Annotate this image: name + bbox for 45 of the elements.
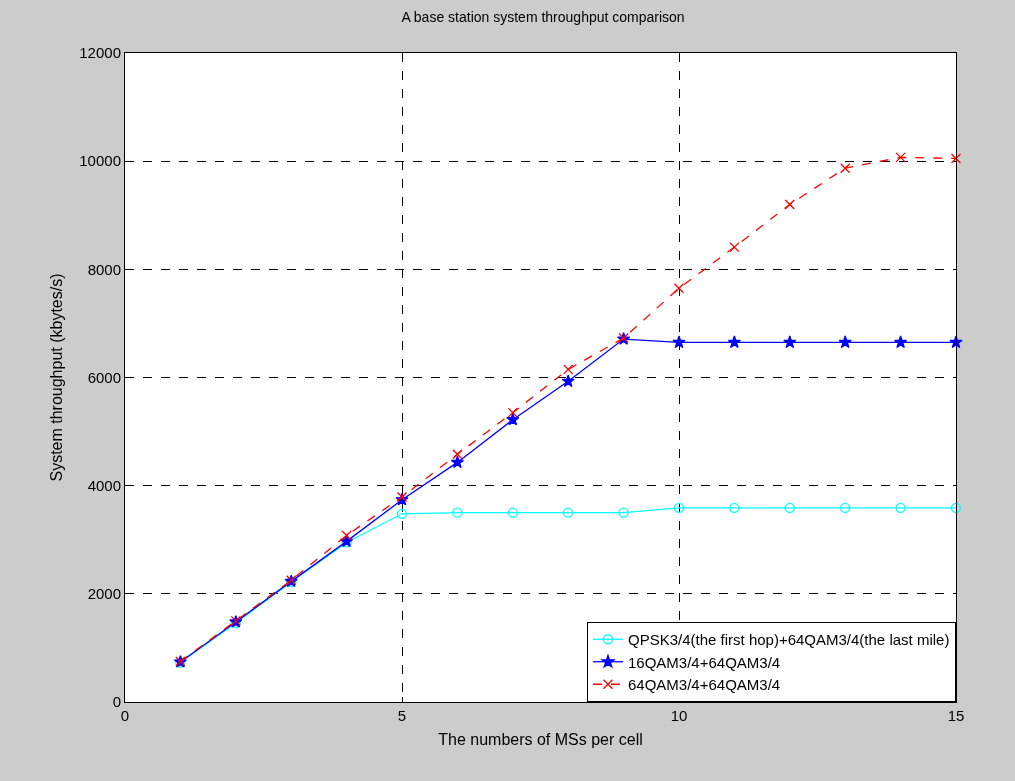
- point: [895, 152, 906, 163]
- point: [341, 530, 352, 541]
- point: [784, 199, 795, 210]
- point: [840, 163, 851, 174]
- point: [840, 502, 851, 513]
- point: [838, 335, 852, 349]
- point: [507, 407, 518, 418]
- y-tick-label: 6000: [87, 368, 121, 386]
- y-tick-label: 4000: [87, 476, 121, 494]
- point: [452, 507, 463, 518]
- point: [727, 335, 742, 349]
- point: [783, 335, 797, 349]
- legend-label: QPSK3/4(the first hop)+64QAM3/4(the last mile): [628, 631, 950, 649]
- point: [561, 374, 575, 388]
- point: [729, 242, 740, 253]
- y-tick-label: 10000: [79, 152, 121, 170]
- point: [507, 507, 518, 518]
- y-tick-label: 0: [112, 693, 121, 711]
- point: [452, 449, 463, 460]
- y-tick-label: 2000: [87, 585, 121, 603]
- point: [672, 335, 686, 349]
- point: [450, 455, 465, 469]
- point: [673, 283, 685, 294]
- point: [563, 364, 574, 375]
- x-axis-title: The numbers of MSs per cell: [438, 730, 643, 748]
- y-axis-title: System throughput (kbytes/s): [48, 273, 66, 482]
- legend-label: 16QAM3/4+64QAM3/4: [628, 653, 781, 671]
- point: [895, 502, 906, 513]
- point: [506, 412, 520, 426]
- point: [396, 508, 408, 519]
- y-tick-label: 12000: [79, 44, 121, 62]
- point: [950, 153, 962, 164]
- y-tick-label: 8000: [87, 260, 121, 278]
- point: [950, 502, 962, 513]
- point: [673, 502, 685, 513]
- legend-label: 64QAM3/4+64QAM3/4: [628, 676, 781, 694]
- point: [729, 502, 740, 513]
- x-tick-label: 5: [397, 707, 407, 724]
- point: [563, 507, 574, 518]
- x-tick-label: 15: [947, 707, 965, 724]
- point: [784, 502, 795, 513]
- x-tick-label: 10: [670, 707, 688, 724]
- point: [893, 335, 908, 349]
- point: [618, 507, 629, 518]
- chart-title: A base station system throughput comparison: [401, 8, 685, 25]
